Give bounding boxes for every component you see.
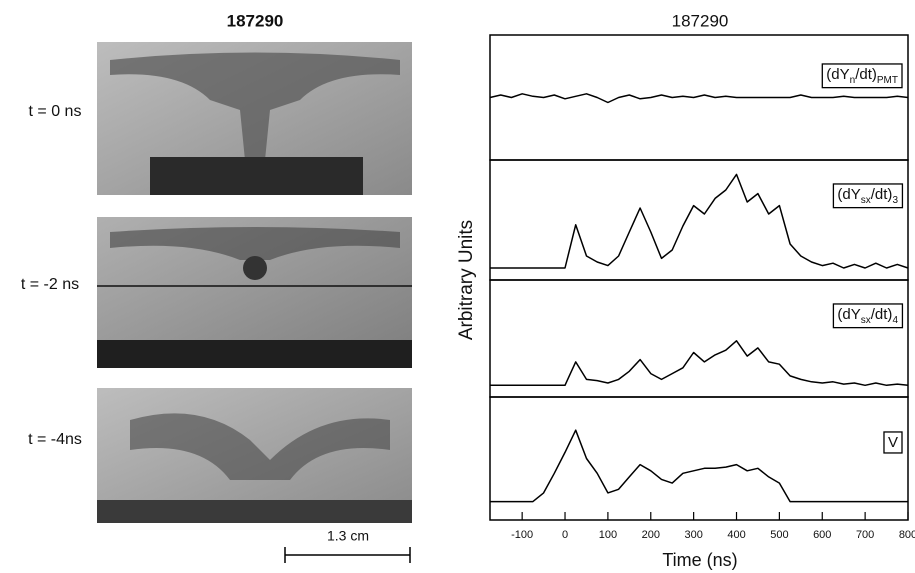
trace-label-part: sx: [861, 195, 871, 206]
x-tick-label: 700: [856, 529, 874, 541]
frame-image: [97, 217, 412, 368]
frame-image: [97, 388, 412, 523]
trace-label-part: 4: [892, 315, 898, 326]
trace-label-part: sx: [861, 315, 871, 326]
trace-label-part: /dt): [871, 186, 893, 203]
trace-label-part: (dY: [837, 306, 860, 323]
trace: [490, 173, 909, 269]
trace-label: V: [888, 434, 898, 451]
trace: [490, 429, 908, 503]
trace: [490, 340, 909, 387]
panel-frame: [489, 396, 909, 521]
trace-label-part: PMT: [877, 75, 898, 86]
trace-label-part: /dt): [855, 66, 877, 83]
trace-label: (dYsx/dt)3: [837, 186, 898, 206]
trace-label-part: 3: [892, 195, 898, 206]
panel-frame: [489, 34, 909, 161]
images-title: 187290: [227, 11, 284, 30]
trace: [489, 93, 909, 104]
frame-image: [97, 42, 412, 195]
trace-label-part: (dY: [837, 186, 860, 203]
frame-label: t = -2 ns: [21, 276, 79, 293]
x-tick-label: 800: [899, 529, 915, 541]
x-tick-label: 500: [770, 529, 788, 541]
x-tick-label: 300: [684, 529, 702, 541]
trace-label-part: n: [850, 75, 856, 86]
trace-label-box: [832, 183, 904, 209]
trace-label-part: /dt): [871, 306, 893, 323]
y-axis-label: Arbitrary Units: [456, 220, 477, 340]
panel-frame: [489, 159, 909, 281]
scale-label: 1.3 cm: [327, 528, 369, 544]
x-tick-label: 0: [562, 529, 568, 541]
trace-label: (dYn/dt)PMT: [826, 66, 898, 86]
trace-label-box: [883, 431, 903, 454]
frame-label: t = -4ns: [28, 431, 82, 448]
x-tick-label: -100: [511, 529, 533, 541]
x-tick-label: 600: [813, 529, 831, 541]
x-tick-label: 100: [599, 529, 617, 541]
scale-bar: [284, 547, 411, 563]
x-axis-label: Time (ns): [662, 550, 737, 570]
frame-label: t = 0 ns: [29, 103, 82, 120]
chart-title: 187290: [672, 11, 729, 30]
x-tick-label: 200: [642, 529, 660, 541]
panel-frame: [489, 279, 909, 398]
trace-label-box: [832, 303, 904, 329]
trace-label: (dYsx/dt)4: [837, 306, 898, 326]
x-tick-label: 400: [727, 529, 745, 541]
trace-label-box: [821, 63, 903, 89]
trace-label-part: V: [888, 434, 898, 451]
trace-label-part: (dY: [826, 66, 849, 83]
